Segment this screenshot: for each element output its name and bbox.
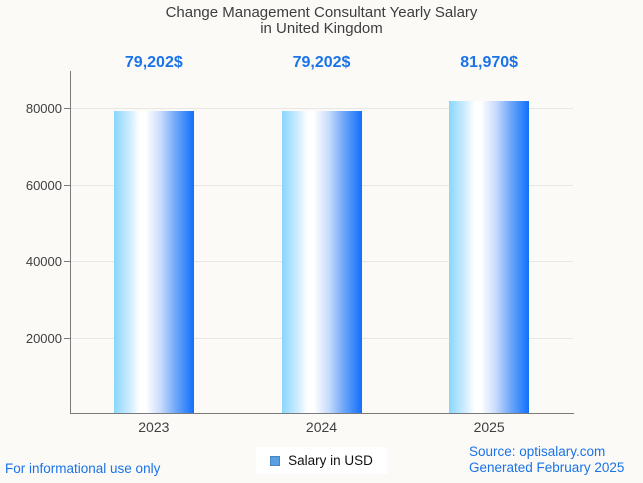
y-tick-label: 80000 (25, 101, 62, 117)
legend: Salary in USD (0, 447, 643, 474)
generated-text: Generated February 2025 (469, 460, 625, 475)
y-tick-label: 20000 (25, 330, 62, 346)
chart-title-line2: in United Kingdom (260, 20, 383, 37)
bar (113, 111, 194, 413)
x-tick-label: 2023 (138, 419, 170, 435)
y-axis-tick (64, 108, 70, 110)
bar (449, 100, 530, 413)
x-tick-label: 2024 (305, 419, 338, 435)
x-axis-line (70, 413, 574, 414)
bar-value-label: 79,202$ (292, 54, 351, 71)
legend-box: Salary in USD (256, 447, 387, 474)
y-axis-tick (64, 184, 70, 186)
gridline (70, 108, 573, 110)
y-axis-tick (64, 337, 70, 339)
y-tick-label: 60000 (25, 177, 62, 193)
source-block: Source: optisalary.com Generated Februar… (469, 444, 624, 476)
x-tick-label: 2025 (473, 419, 505, 435)
legend-swatch-icon (270, 455, 281, 466)
chart-title: Change Management Consultant Yearly Sala… (0, 5, 643, 37)
bar-value-label: 79,202$ (124, 54, 183, 71)
disclaimer-text: For informational use only (5, 461, 161, 476)
y-tick-label: 40000 (25, 254, 62, 270)
y-axis-tick (64, 261, 70, 263)
source-text: Source: optisalary.com (469, 444, 606, 459)
legend-label: Salary in USD (288, 453, 373, 468)
chart-title-line1: Change Management Consultant Yearly Sala… (165, 4, 478, 21)
y-axis-line (70, 71, 71, 413)
bar (281, 111, 362, 413)
bar-value-label: 81,970$ (460, 54, 519, 71)
